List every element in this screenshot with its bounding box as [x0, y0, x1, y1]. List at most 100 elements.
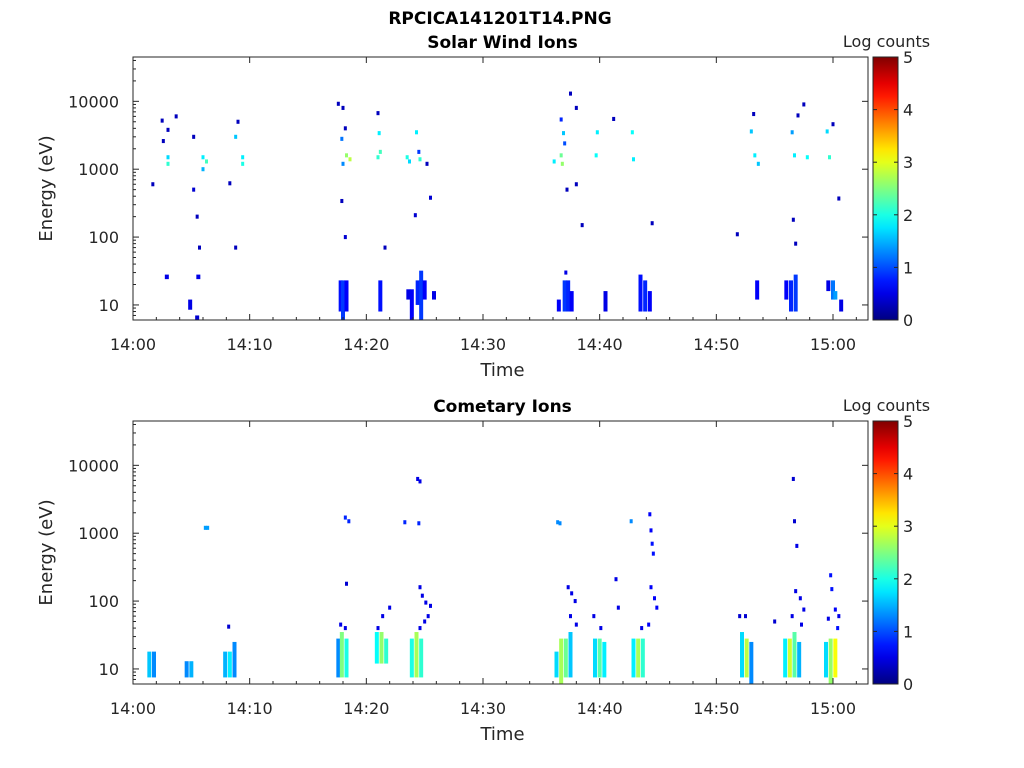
data-column — [223, 651, 228, 678]
data-cell — [347, 519, 351, 524]
colorbar-tick-label: 0 — [903, 675, 913, 694]
data-column — [189, 661, 194, 678]
data-cell — [831, 122, 835, 127]
data-column — [414, 632, 419, 678]
panel-cometary-ions: 14:00 14:10 14:20 14:30 14:40 14:50 15:0010100… — [36, 396, 930, 745]
data-column — [568, 632, 573, 678]
y-tick-label: 100 — [88, 228, 119, 247]
data-column — [789, 280, 793, 312]
data-cell — [192, 187, 196, 192]
data-cell — [413, 213, 417, 218]
data-cell — [376, 155, 380, 160]
data-cell — [151, 182, 155, 187]
data-column — [784, 280, 789, 300]
data-column — [563, 638, 568, 678]
data-cell — [241, 161, 245, 166]
data-cell — [830, 587, 834, 592]
data-cell — [826, 616, 830, 621]
data-cell — [383, 245, 387, 250]
data-column — [419, 638, 424, 678]
x-tick-label: 14:40 — [577, 699, 623, 718]
data-cell — [648, 512, 652, 517]
data-cell — [429, 195, 432, 200]
data-cell — [640, 626, 644, 631]
data-cell — [166, 155, 170, 160]
data-cell — [558, 521, 562, 526]
data-column — [227, 651, 232, 678]
data-cell — [340, 198, 344, 204]
data-cell — [630, 130, 634, 135]
data-cell — [552, 159, 556, 164]
data-column — [824, 641, 828, 678]
data-column — [344, 280, 349, 312]
data-column — [419, 270, 424, 320]
data-column — [188, 299, 193, 310]
data-cell — [791, 217, 795, 222]
data-cell — [805, 155, 809, 160]
x-tick-label: 14:00 — [110, 335, 156, 354]
data-cell — [560, 161, 564, 166]
data-cell — [418, 479, 422, 484]
data-cell — [802, 607, 806, 612]
colorbar-tick-label: 4 — [903, 101, 913, 120]
data-cell — [388, 605, 392, 610]
x-axis-label: Time — [479, 724, 524, 745]
data-cell — [564, 270, 568, 275]
data-cell — [793, 519, 796, 524]
x-axis-label: Time — [479, 360, 524, 381]
data-cell — [241, 155, 245, 160]
data-cell — [343, 515, 347, 520]
plot-area — [133, 421, 868, 684]
x-tick-label: 15:00 — [810, 699, 856, 718]
data-column — [422, 280, 427, 300]
panel-title: Solar Wind Ions — [427, 33, 578, 53]
data-cell — [205, 159, 208, 164]
data-column — [631, 638, 636, 678]
x-tick-label: 14:50 — [693, 335, 739, 354]
data-cell — [381, 614, 385, 619]
data-cell — [345, 153, 348, 158]
colorbar-tick-label: 2 — [903, 206, 913, 225]
data-column — [432, 291, 436, 300]
plot-area — [133, 57, 868, 320]
data-cell — [569, 614, 572, 619]
data-column — [344, 638, 349, 678]
data-cell — [234, 245, 238, 250]
data-cell — [651, 551, 655, 556]
data-column — [831, 280, 835, 300]
data-column — [833, 291, 838, 300]
data-cell — [566, 585, 570, 590]
data-cell — [837, 196, 841, 201]
data-column — [797, 641, 802, 678]
data-column — [384, 638, 389, 664]
data-column — [195, 315, 200, 320]
data-column — [833, 638, 838, 678]
colorbar — [872, 56, 899, 321]
data-cell — [341, 105, 345, 110]
data-cell — [580, 223, 584, 228]
data-cell — [425, 161, 429, 166]
data-column — [602, 641, 607, 678]
data-column — [184, 661, 189, 678]
data-cell — [198, 245, 201, 250]
y-axis-label: Energy (eV) — [36, 499, 57, 605]
data-cell — [773, 619, 777, 624]
data-column — [793, 274, 798, 312]
data-cell — [418, 157, 422, 162]
data-cell — [201, 167, 205, 172]
data-column — [640, 638, 645, 678]
data-cell — [794, 589, 798, 594]
data-column — [643, 280, 648, 312]
data-column — [559, 638, 564, 684]
data-cell — [201, 155, 205, 160]
data-cell — [738, 614, 742, 619]
data-cell — [649, 585, 653, 590]
data-cell — [649, 528, 653, 533]
y-tick-label: 10000 — [68, 92, 119, 111]
y-tick-label: 10000 — [68, 456, 119, 475]
data-cell — [616, 605, 620, 610]
data-cell — [565, 187, 569, 192]
colorbar-tick-label: 1 — [903, 258, 913, 277]
axes-frame — [132, 420, 869, 685]
data-cell — [408, 159, 411, 164]
